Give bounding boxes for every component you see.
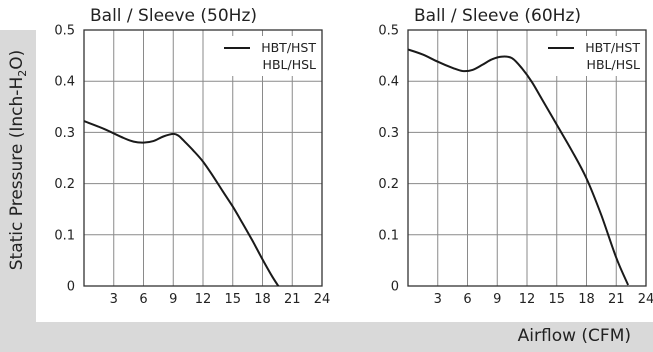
- y-tick-label: 0.4: [378, 75, 399, 90]
- x-tick-label: 18: [254, 292, 271, 307]
- y-tick-label: 0.2: [54, 177, 75, 192]
- y-tick-label: 0.5: [54, 24, 75, 39]
- chart-1: Ball / Sleeve (50Hz) 0 0.1 0.2 0.3 0.4 0.5 3 6 9 1…: [54, 6, 330, 307]
- y-tick-label: 0.2: [378, 177, 399, 192]
- y-tick-label: 0.3: [378, 126, 399, 141]
- x-tick-label: 9: [169, 292, 177, 307]
- y-tick-label: 0.1: [378, 228, 399, 243]
- x-tick-label: 9: [493, 292, 501, 307]
- chart-2: Ball / Sleeve (60Hz) 0 0.1 0.2 0.3 0.4 0.5 3 6 9 1…: [378, 6, 653, 307]
- legend-entry: HBL/HSL: [263, 57, 316, 72]
- series-line: [408, 48, 630, 286]
- series-line: [84, 120, 280, 286]
- x-tick-label: 12: [195, 292, 212, 307]
- x-axis-label: Airflow (CFM): [517, 326, 631, 346]
- x-tick-label: 6: [139, 292, 147, 307]
- x-tick-label: 21: [608, 292, 625, 307]
- plot-frame: [407, 29, 647, 287]
- legend-background: [542, 36, 642, 76]
- x-tick-label: 12: [519, 292, 536, 307]
- y-tick-label: 0: [391, 280, 399, 295]
- y-tick-label: 0.1: [54, 228, 75, 243]
- x-tick-label: 3: [434, 292, 442, 307]
- x-tick-label: 15: [224, 292, 241, 307]
- x-tick-label: 3: [110, 292, 118, 307]
- x-axis-label-band: [0, 322, 653, 352]
- chart-title: Ball / Sleeve (60Hz): [414, 6, 581, 26]
- legend-entry: HBT/HST: [261, 40, 316, 55]
- y-tick-label: 0.5: [378, 24, 399, 39]
- x-tick-label: 15: [548, 292, 565, 307]
- plot-frame: [83, 29, 323, 287]
- x-tick-label: 6: [463, 292, 471, 307]
- y-tick-label: 0.4: [54, 75, 75, 90]
- y-axis-label-band: [0, 30, 36, 352]
- x-tick-label: 21: [284, 292, 301, 307]
- x-tick-label: 24: [314, 292, 331, 307]
- x-tick-label: 24: [638, 292, 653, 307]
- legend-entry: HBL/HSL: [587, 57, 640, 72]
- y-tick-label: 0: [67, 280, 75, 295]
- y-tick-label: 0.3: [54, 126, 75, 141]
- legend-background: [218, 36, 318, 76]
- legend-entry: HBT/HST: [585, 40, 640, 55]
- x-tick-label: 18: [578, 292, 595, 307]
- chart-title: Ball / Sleeve (50Hz): [90, 6, 257, 26]
